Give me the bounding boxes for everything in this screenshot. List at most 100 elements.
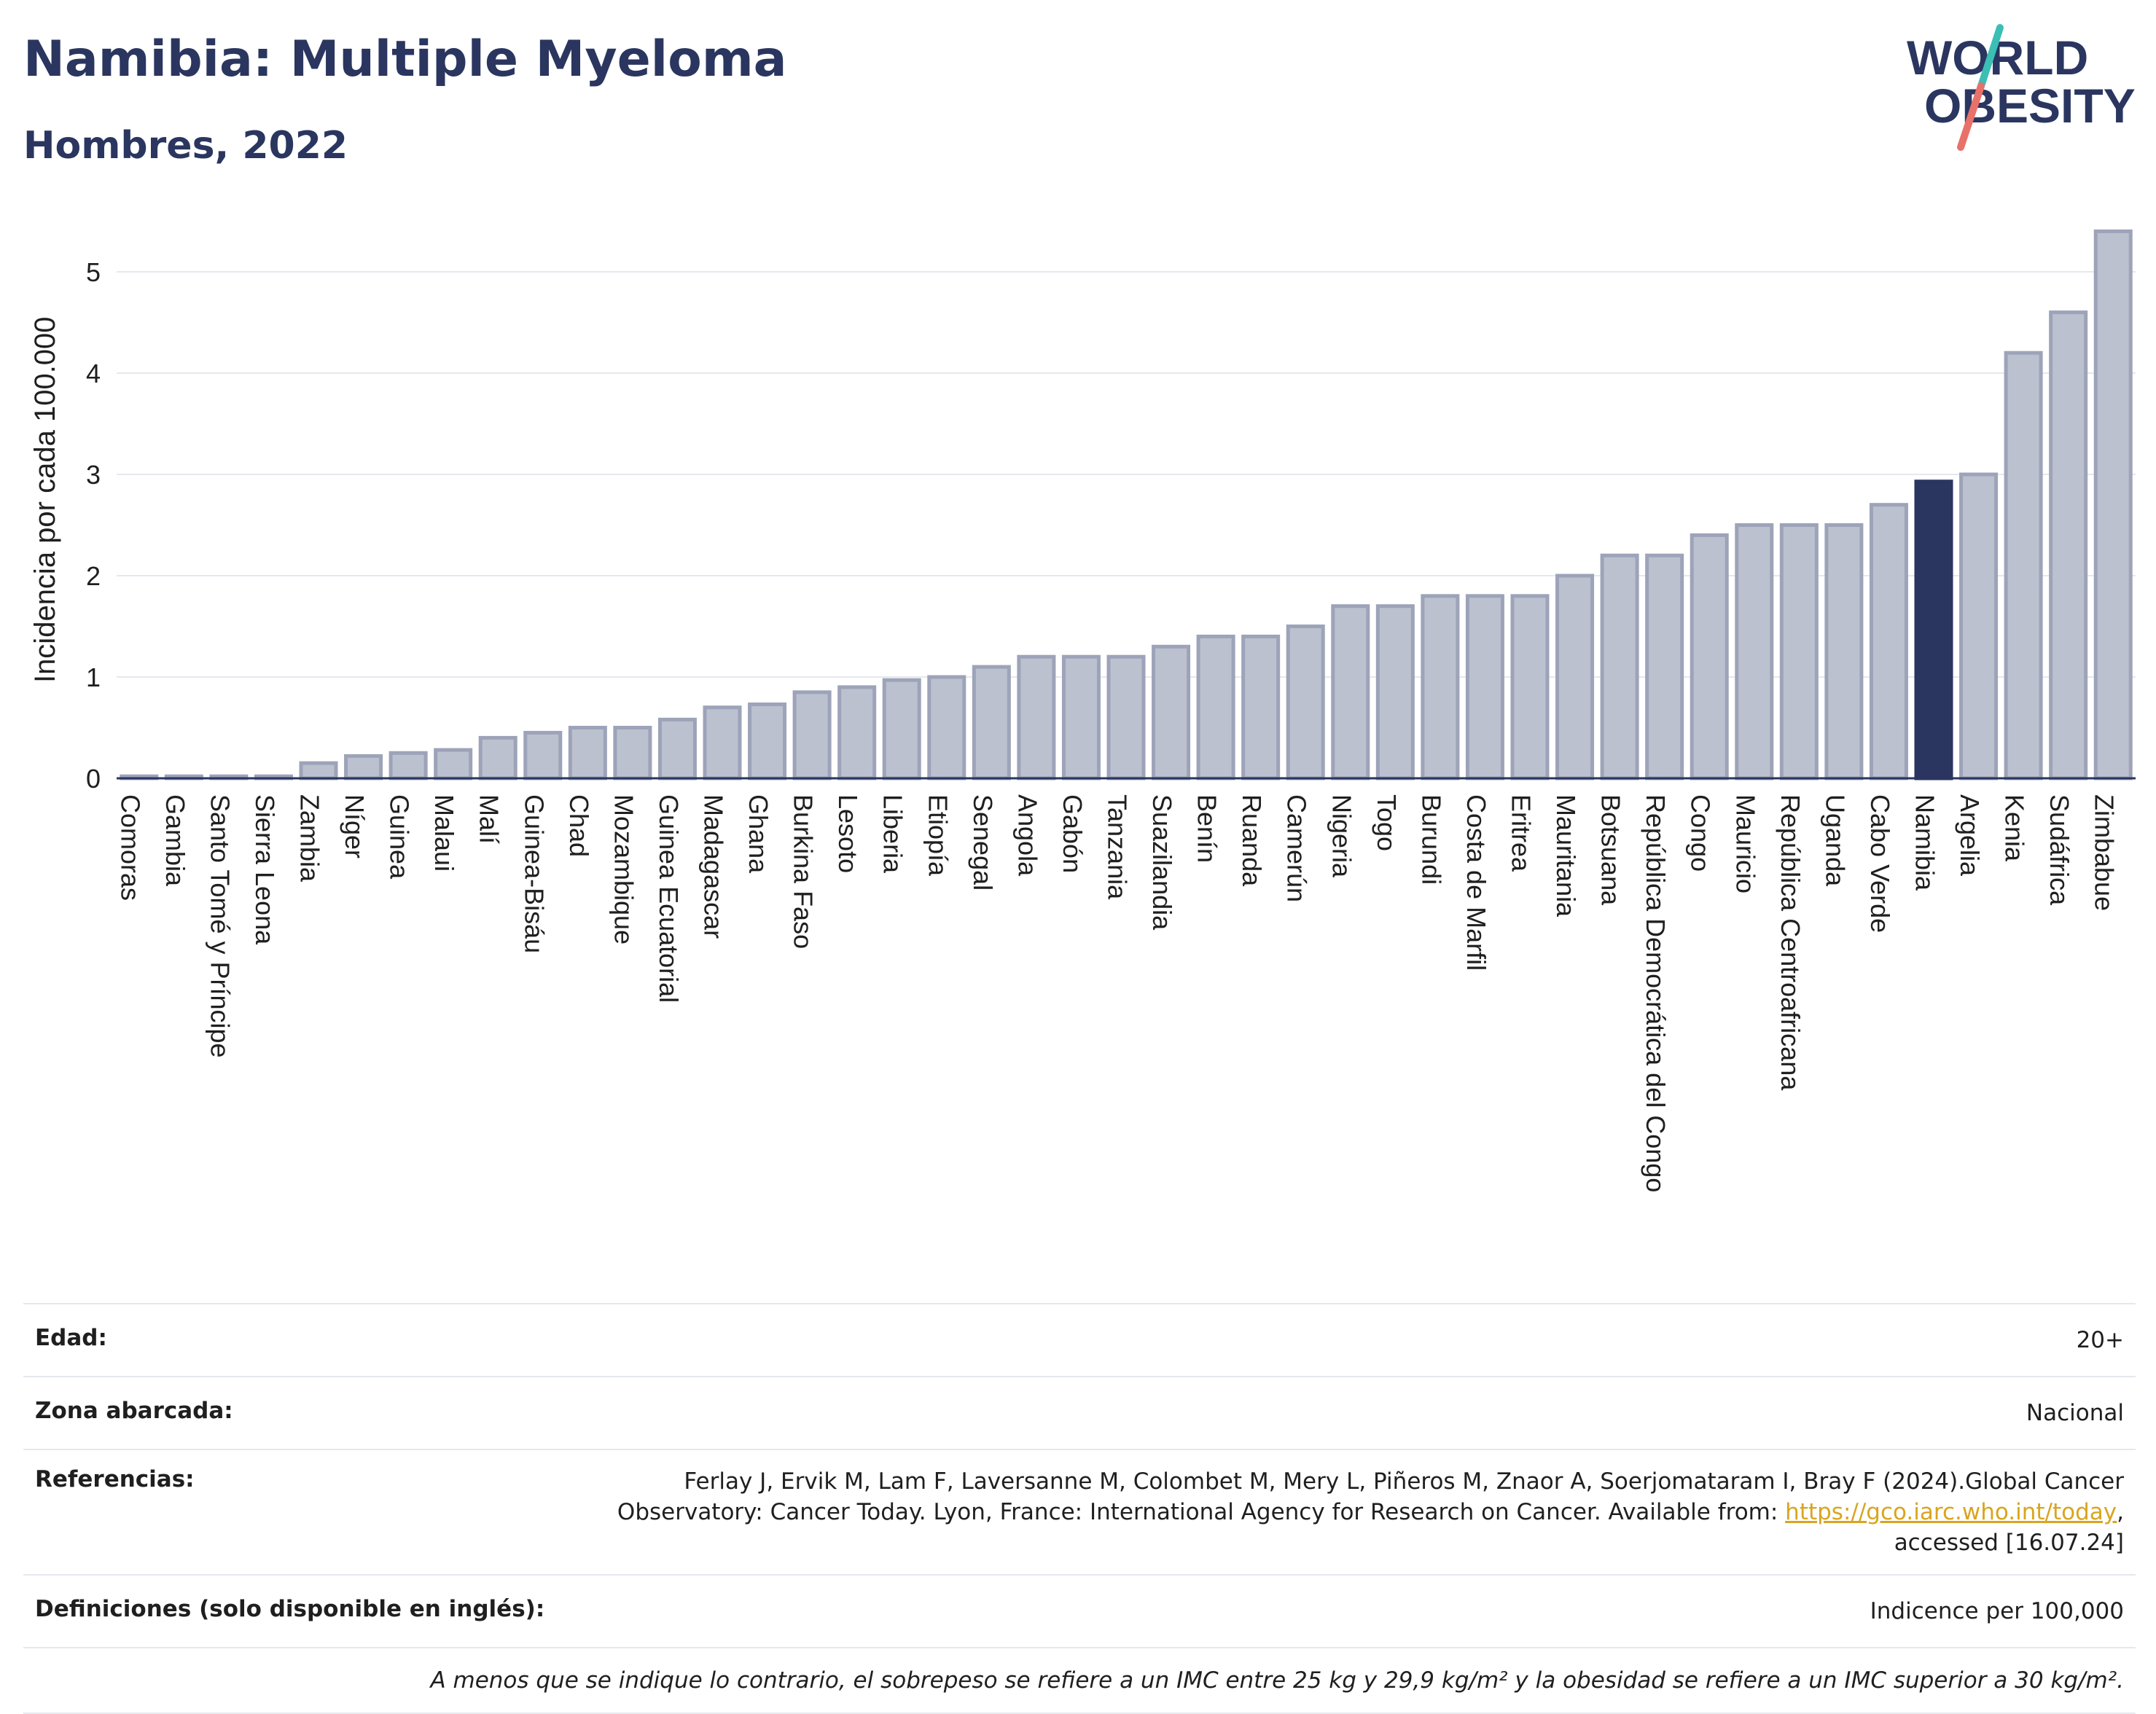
x-tick-label: República Centroafricana [1776,794,1805,1091]
y-tick-label: 1 [86,662,101,692]
x-tick-label: Guinea-Bisáu [519,794,549,953]
references-label: Referencias: [35,1466,195,1492]
meta-row-definitions: Definiciones (solo disponible en inglés)… [23,1574,2136,1647]
bar-sudáfrica [2049,310,2088,780]
bar-guinea-bisáu [523,730,563,780]
x-tick-label: Gabón [1058,794,1087,873]
bar-uganda [1824,523,1864,780]
x-tick-label: Ruanda [1237,794,1267,887]
bar-cabo-verde [1869,503,1908,780]
bar-república-democrática-del-congo [1645,553,1684,780]
bar-namibia [1914,480,1953,780]
references-value: Ferlay J, Ervik M, Lam F, Laversanne M, … [617,1466,2124,1558]
x-tick-label: Santo Tomé y Príncipe [205,794,235,1058]
bar-liberia [882,678,921,780]
definitions-value: Indicence per 100,000 [1870,1598,2124,1624]
x-tick-label: Congo [1686,794,1716,872]
area-value: Nacional [2026,1400,2124,1426]
x-tick-label: Ghana [743,794,773,874]
references-line3: accessed [16.07.24] [1894,1530,2124,1556]
bar-camerún [1286,625,1325,780]
bar-botsuana [1600,553,1639,780]
meta-row-references: Referencias: Ferlay J, Ervik M, Lam F, L… [23,1449,2136,1574]
bar-zimbabue [2093,229,2133,780]
bar-kenia [2004,351,2043,780]
y-tick-label: 0 [86,764,101,794]
x-tick-label: Senegal [968,794,998,891]
bar-suazilandia [1152,644,1191,780]
chart-title: Namibia: Multiple Myeloma [23,31,787,88]
x-tick-label: Gambia [160,794,190,887]
x-tick-label: Malaui [429,794,459,872]
bar-zambia [299,761,338,780]
x-tick-label: Botsuana [1596,794,1626,906]
x-tick-label: Eritrea [1507,794,1536,872]
footnote: A menos que se indique lo contrario, el … [23,1647,2136,1714]
x-tick-label: Burkina Faso [789,794,819,949]
x-tick-label: Camerún [1282,794,1312,902]
x-tick-label: Comoras [115,794,145,901]
y-tick-label: 5 [86,257,101,287]
bar-etiopía [927,675,966,780]
meta-row-age: Edad: 20+ [23,1303,2136,1376]
x-tick-label: Burundi [1416,794,1446,885]
bar-guinea [388,751,428,780]
definitions-label: Definiciones (solo disponible en inglés)… [35,1596,545,1622]
meta-row-area: Zona abarcada: Nacional [23,1376,2136,1449]
bar-madagascar [703,705,742,780]
x-tick-label: Guinea Ecuatorial [654,794,684,1003]
bar-congo [1690,533,1729,780]
x-tick-label: Mauritania [1551,794,1581,917]
x-tick-label: Zimbabue [2090,794,2120,911]
references-line2-end: , [2117,1499,2124,1525]
x-tick-label: Chad [564,794,594,857]
bar-eritrea [1510,594,1550,780]
x-tick-label: Namibia [1910,794,1940,891]
bar-mauricio [1735,523,1774,780]
world-obesity-logo: WORLD OBESITY [1907,24,2136,151]
y-axis-label: Incidencia por cada 100.000 [29,316,61,683]
x-tick-label: República Democrática del Congo [1641,794,1671,1192]
x-tick-label: Togo [1372,794,1402,851]
x-tick-label: Tanzania [1103,794,1133,900]
bar-mauritania [1555,574,1595,780]
references-line1: Ferlay J, Ervik M, Lam F, Laversanne M, … [684,1468,2124,1495]
x-tick-label: Madagascar [699,794,729,939]
x-tick-label: Benín [1192,794,1222,863]
bar-senegal [972,665,1011,780]
bars [120,229,2133,780]
bar-guinea-ecuatorial [657,717,697,780]
bar-tanzania [1106,654,1146,780]
x-tick-label: Lesoto [833,794,863,873]
bar-chad [568,726,607,780]
y-tick-label: 2 [86,561,101,591]
x-tick-label: Argelia [1955,794,1985,877]
x-tick-label: Nigeria [1327,794,1356,878]
y-tick-label: 3 [86,460,101,490]
bar-benín [1196,634,1235,780]
x-tick-label: Costa de Marfil [1461,794,1491,971]
x-tick-label: Cabo Verde [1865,794,1895,933]
bar-gabón [1061,654,1101,780]
metadata-table: Edad: 20+ Zona abarcada: Nacional Refere… [23,1303,2136,1714]
bar-chart: 0 1 2 3 4 5 Comoras Gambia Santo Tomé y Príncip… [29,229,2136,1192]
x-tick-label: Etiopía [923,794,953,877]
bar-ruanda [1241,634,1281,780]
bar-togo [1375,604,1415,780]
area-label: Zona abarcada: [35,1398,233,1424]
x-tick-label: Sudáfrica [2044,794,2074,906]
logo-line2: OBESITY [1924,79,2136,133]
bar-angola [1017,654,1056,780]
x-tick-label: Mauricio [1730,794,1760,893]
bar-malaui [434,748,473,780]
bar-república-centroafricana [1779,523,1819,780]
x-tick-label: Malí [474,794,504,844]
references-link[interactable]: https://gco.iarc.who.int/today [1785,1499,2117,1525]
y-tick-label: 4 [86,359,101,388]
x-tick-label: Guinea [385,794,415,880]
age-value: 20+ [2076,1327,2124,1353]
y-axis-ticks: 0 1 2 3 4 5 [86,257,101,794]
bar-argelia [1959,472,1999,780]
bar-níger [344,754,383,780]
x-tick-label: Suazilandia [1147,794,1177,931]
